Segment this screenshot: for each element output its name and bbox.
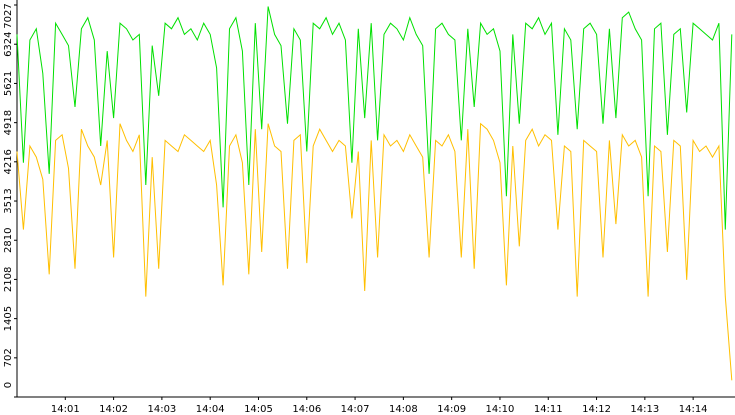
y-tick-label: 4918 [3, 110, 14, 135]
y-tick-label: 702 [3, 348, 14, 367]
y-tick-label: 2810 [3, 228, 14, 253]
series-line [16, 6, 733, 230]
x-tick-label: 14:06 [292, 404, 321, 415]
y-tick-label: 7027 [3, 3, 14, 28]
y-tick-label: 6324 [3, 31, 14, 56]
x-tick-label: 14:12 [582, 404, 611, 415]
x-tick-label: 14:07 [341, 404, 370, 415]
y-tick-label: 1405 [3, 306, 14, 331]
x-tick-label: 14:09 [437, 404, 466, 415]
x-tick-label: 14:01 [51, 404, 80, 415]
y-tick-label: 3513 [3, 188, 14, 213]
x-tick-label: 14:08 [389, 404, 418, 415]
x-tick-label: 14:05 [244, 404, 273, 415]
y-tick-label: 2108 [3, 267, 14, 292]
y-tick-label: 4216 [3, 149, 14, 174]
y-tick-label: 5621 [3, 71, 14, 96]
x-tick-label: 14:11 [534, 404, 563, 415]
series-line [16, 122, 733, 381]
x-tick-label: 14:14 [679, 404, 708, 415]
y-tick-label: 0 [3, 382, 14, 388]
x-tick-label: 14:13 [630, 404, 659, 415]
x-tick-label: 14:03 [147, 404, 176, 415]
x-tick-label: 14:04 [196, 404, 225, 415]
x-tick-label: 14:02 [99, 404, 128, 415]
x-tick-label: 14:10 [486, 404, 515, 415]
